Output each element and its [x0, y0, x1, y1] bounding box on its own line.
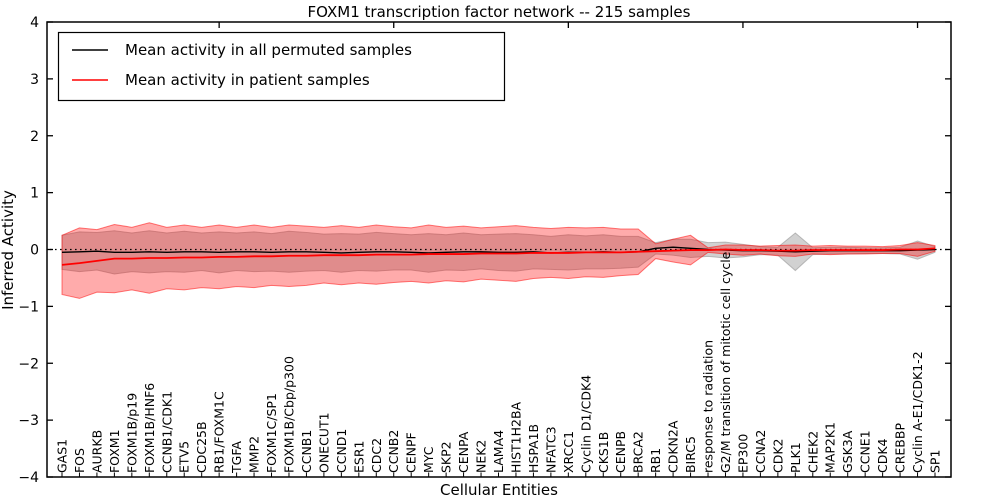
x-tick-label: FOXM1 — [107, 429, 122, 473]
lines-layer — [50, 246, 949, 266]
x-tick-label: GAS1 — [55, 439, 70, 473]
y-tick-label: 1 — [30, 186, 39, 202]
x-tick-label: GSK3A — [840, 430, 855, 473]
x-tick-label: CREBBP — [893, 423, 908, 473]
x-tick-label: G2/M transition of mitotic cell cycle — [718, 251, 733, 473]
x-tick-label: CCND1 — [334, 429, 349, 473]
x-tick-label: CCNE1 — [858, 430, 873, 473]
x-tick-label: CCNB1 — [299, 430, 314, 473]
x-tick-label: SP1 — [928, 450, 943, 473]
x-tick-label: TGFA — [229, 441, 244, 474]
x-tick-label: ONECUT1 — [316, 412, 331, 473]
x-tick-label: FOXM1B/Cbp/p300 — [281, 356, 296, 473]
y-tick-label: −1 — [18, 299, 39, 315]
x-tick-label: LAMA4 — [491, 430, 506, 473]
y-tick-label: 3 — [30, 72, 39, 88]
y-axis-label: Inferred Activity — [0, 190, 17, 310]
x-tick-label: ESR1 — [351, 441, 366, 473]
x-tick-label: MAP2K1 — [823, 422, 838, 473]
x-tick-label: CDK4 — [875, 438, 890, 473]
x-tick-label: EP300 — [735, 434, 750, 473]
x-tick-label: CCNB2 — [386, 430, 401, 473]
x-tick-label: CDC25B — [194, 421, 209, 473]
x-tick-label: response to radiation — [701, 340, 716, 473]
permuted-mean-line — [61, 246, 936, 254]
x-tick-label: RB1/FOXM1C — [212, 391, 227, 473]
x-tick-label: BIRC5 — [683, 436, 698, 473]
x-tick-label: CHEK2 — [805, 431, 820, 473]
x-tick-label: FOXM1B/HNF6 — [142, 383, 157, 473]
y-tick-labels: 4 3 2 1 0 −1 −2 −3 −4 — [18, 15, 39, 486]
x-tick-labels: GAS1 FOS AURKB FOXM1 FOXM1B/p19 FOXM1B/HNF6 CC… — [55, 251, 943, 474]
y-tick-label: 4 — [30, 15, 39, 31]
x-tick-label: ETV5 — [177, 441, 192, 473]
x-tick-label: CENPA — [456, 431, 471, 473]
y-tick-label: −3 — [18, 413, 39, 429]
x-tick-label: CCNA2 — [753, 430, 768, 473]
x-tick-label: AURKB — [89, 430, 104, 473]
x-tick-label: CENPB — [613, 431, 628, 473]
x-tick-label: NEK2 — [474, 440, 489, 473]
x-tick-label: Cyclin A-E1/CDK1-2 — [910, 351, 925, 473]
x-tick-label: FOXM1C/SP1 — [264, 393, 279, 473]
y-tick-label: −4 — [18, 470, 39, 486]
x-tick-label: RB1 — [648, 448, 663, 473]
x-tick-label: BRCA2 — [631, 431, 646, 473]
y-tick-label: 0 — [30, 243, 39, 259]
x-tick-label: Cyclin D1/CDK4 — [578, 375, 593, 473]
x-tick-label: NFATC3 — [543, 426, 558, 473]
x-tick-label: MYC — [421, 446, 436, 473]
x-tick-label: HSPA1B — [526, 424, 541, 473]
x-tick-label: PLK1 — [788, 442, 803, 473]
legend-label-permuted: Mean activity in all permuted samples — [125, 41, 412, 59]
x-tick-label: CENPF — [404, 432, 419, 473]
x-axis-label: Cellular Entities — [440, 481, 558, 499]
y-tick-label: 2 — [30, 129, 39, 145]
legend: Mean activity in all permuted samples Me… — [57, 31, 506, 102]
bands-layer — [61, 222, 936, 299]
x-tick-label: XRCC1 — [561, 431, 576, 473]
x-tick-label: CDKN2A — [666, 420, 681, 473]
x-tick-label: FOS — [72, 448, 87, 473]
x-tick-label: CDK2 — [770, 438, 785, 473]
chart-title: FOXM1 transcription factor network -- 21… — [308, 3, 691, 21]
legend-box — [57, 31, 506, 102]
legend-label-patient: Mean activity in patient samples — [125, 71, 370, 89]
patient-mean-line — [61, 247, 936, 266]
x-tick-label: FOXM1B/p19 — [124, 393, 139, 473]
x-tick-label: SKP2 — [439, 441, 454, 473]
x-tick-label: CDC2 — [369, 438, 384, 473]
x-tick-label: MMP2 — [247, 436, 262, 473]
patient-std-band — [61, 222, 936, 299]
y-tick-label: −2 — [18, 356, 39, 372]
x-tick-label: CKS1B — [596, 432, 611, 473]
ticks-layer — [47, 21, 951, 478]
x-tick-label: CCNB1/CDK1 — [159, 391, 174, 473]
x-tick-label: HIST1H2BA — [508, 401, 523, 473]
